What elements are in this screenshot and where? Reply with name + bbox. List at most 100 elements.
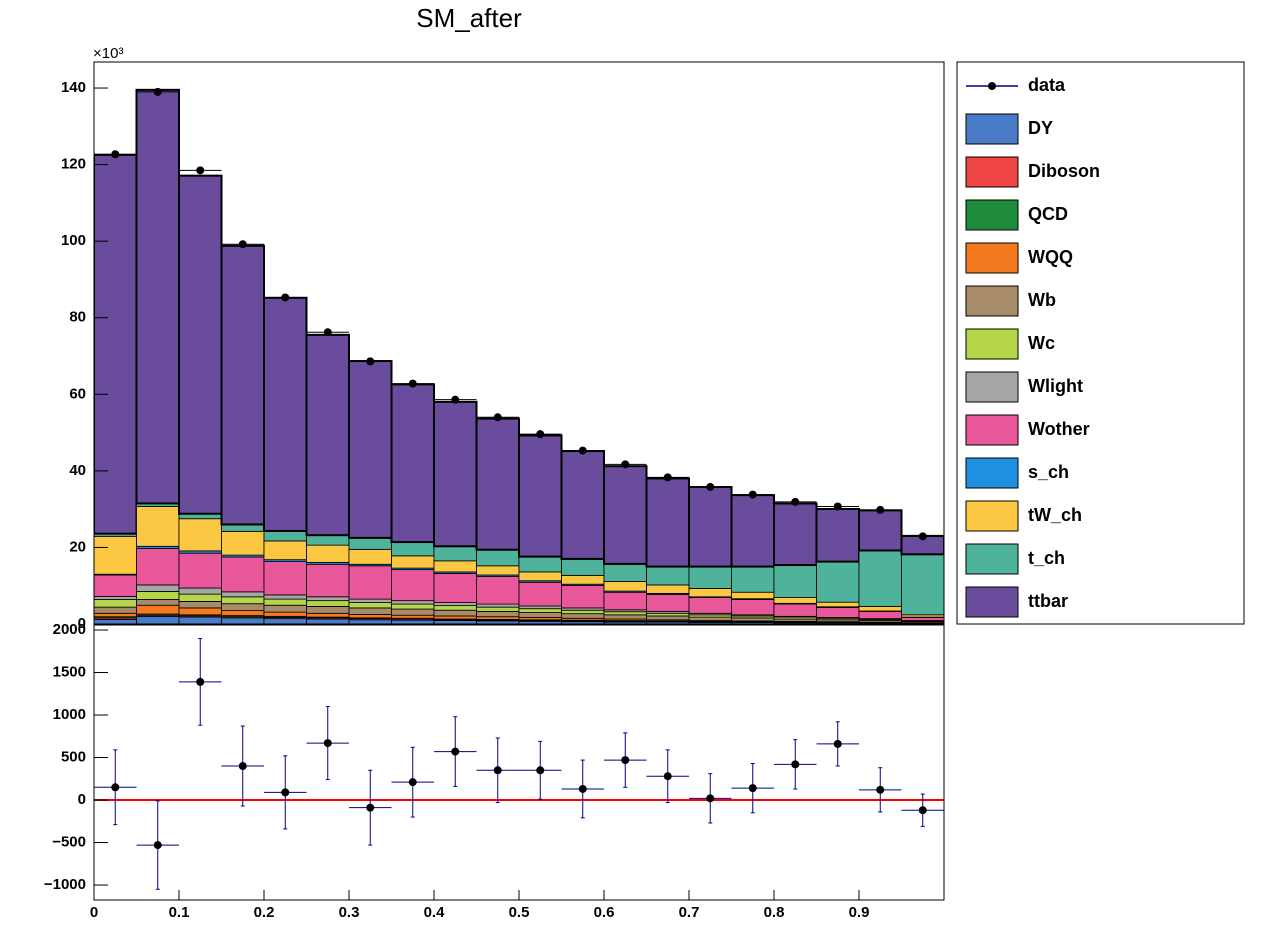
- y-tick-label: 1500: [53, 663, 86, 680]
- stack-segment: [392, 542, 435, 556]
- stack-segment: [817, 509, 860, 562]
- stack-segment: [519, 609, 562, 613]
- stack-segment: [477, 577, 520, 605]
- stack-segment: [604, 582, 647, 592]
- data-point: [409, 380, 417, 388]
- stack-segment: [562, 614, 605, 619]
- legend-swatch: [966, 157, 1018, 187]
- legend-marker: [988, 82, 996, 90]
- stack-segment: [264, 531, 307, 541]
- stack-segment: [477, 611, 520, 616]
- data-point: [324, 739, 332, 747]
- stack-segment: [307, 535, 350, 545]
- stack-segment: [222, 524, 265, 531]
- stack-segment: [647, 595, 690, 612]
- stack-segment: [179, 176, 222, 514]
- stack-segment: [307, 564, 350, 597]
- data-point: [281, 788, 289, 796]
- data-point: [196, 166, 204, 174]
- stack-segment: [179, 608, 222, 615]
- stack-segment: [137, 591, 180, 599]
- stack-segment: [94, 596, 137, 599]
- legend-swatch: [966, 200, 1018, 230]
- stack-segment: [349, 614, 392, 617]
- x-tick-label: 0.3: [339, 904, 360, 921]
- data-point: [451, 396, 459, 404]
- stack-segment: [222, 597, 265, 604]
- stack-segment: [307, 619, 350, 624]
- stack-segment: [137, 90, 180, 504]
- data-point: [366, 357, 374, 365]
- stack-segment: [307, 606, 350, 613]
- stack-segment: [222, 604, 265, 611]
- stack-segment: [179, 617, 222, 624]
- stack-segment: [137, 585, 180, 592]
- stack-segment: [647, 567, 690, 585]
- legend-label: QCD: [1028, 204, 1068, 224]
- stack-segment: [902, 617, 945, 620]
- data-point: [494, 413, 502, 421]
- stack-segment: [179, 601, 222, 608]
- stack-segment: [264, 605, 307, 612]
- data-point: [876, 786, 884, 794]
- y-tick-label: 60: [69, 385, 86, 402]
- stack-segment: [562, 559, 605, 575]
- stack-segment: [817, 608, 860, 618]
- y-tick-label: −1000: [44, 876, 86, 893]
- stack-segment: [264, 541, 307, 560]
- data-point: [706, 483, 714, 491]
- stack-segment: [264, 619, 307, 624]
- stack-segment: [774, 598, 817, 604]
- stack-segment: [392, 384, 435, 542]
- data-point: [834, 740, 842, 748]
- stack-segment: [349, 538, 392, 549]
- legend-label: s_ch: [1028, 462, 1069, 482]
- stack-segment: [604, 564, 647, 582]
- stack-segment: [222, 592, 265, 597]
- x-tick-label: 0.7: [679, 904, 700, 921]
- stack-segment: [222, 618, 265, 624]
- stack-segment: [732, 618, 775, 621]
- data-point: [451, 748, 459, 756]
- legend-label: Wb: [1028, 290, 1056, 310]
- stack-segment: [264, 595, 307, 599]
- data-point: [919, 806, 927, 814]
- stack-segment: [817, 562, 860, 603]
- stack-segment: [434, 603, 477, 606]
- stack-segment: [137, 616, 180, 624]
- stack-segment: [392, 556, 435, 568]
- stack-segment: [477, 566, 520, 575]
- stack-segment: [519, 572, 562, 581]
- stack-segment: [222, 611, 265, 616]
- data-point: [664, 473, 672, 481]
- stack-segment: [264, 298, 307, 531]
- data-point: [621, 756, 629, 764]
- stack-segment: [519, 613, 562, 618]
- stack-segment: [94, 155, 137, 534]
- stack-segment: [349, 603, 392, 608]
- legend-label: WQQ: [1028, 247, 1073, 267]
- stack-segment: [434, 546, 477, 561]
- legend-label: Diboson: [1028, 161, 1100, 181]
- data-point: [111, 150, 119, 158]
- stack-segment: [349, 608, 392, 615]
- y-tick-label: 40: [69, 462, 86, 479]
- stack-segment: [689, 487, 732, 567]
- stack-segment: [477, 607, 520, 611]
- stack-segment: [859, 611, 902, 618]
- stack-segment: [392, 604, 435, 609]
- legend-label: Wlight: [1028, 376, 1083, 396]
- y-tick-label: 2000: [53, 621, 86, 638]
- stack-segment: [307, 597, 350, 601]
- x-tick-label: 0.5: [509, 904, 530, 921]
- legend-label: data: [1028, 75, 1066, 95]
- legend-label: Wother: [1028, 419, 1090, 439]
- legend-swatch: [966, 329, 1018, 359]
- stack-segment: [604, 615, 647, 619]
- data-point: [196, 678, 204, 686]
- stack-segment: [519, 557, 562, 572]
- data-point: [239, 762, 247, 770]
- stack-segment: [732, 495, 775, 566]
